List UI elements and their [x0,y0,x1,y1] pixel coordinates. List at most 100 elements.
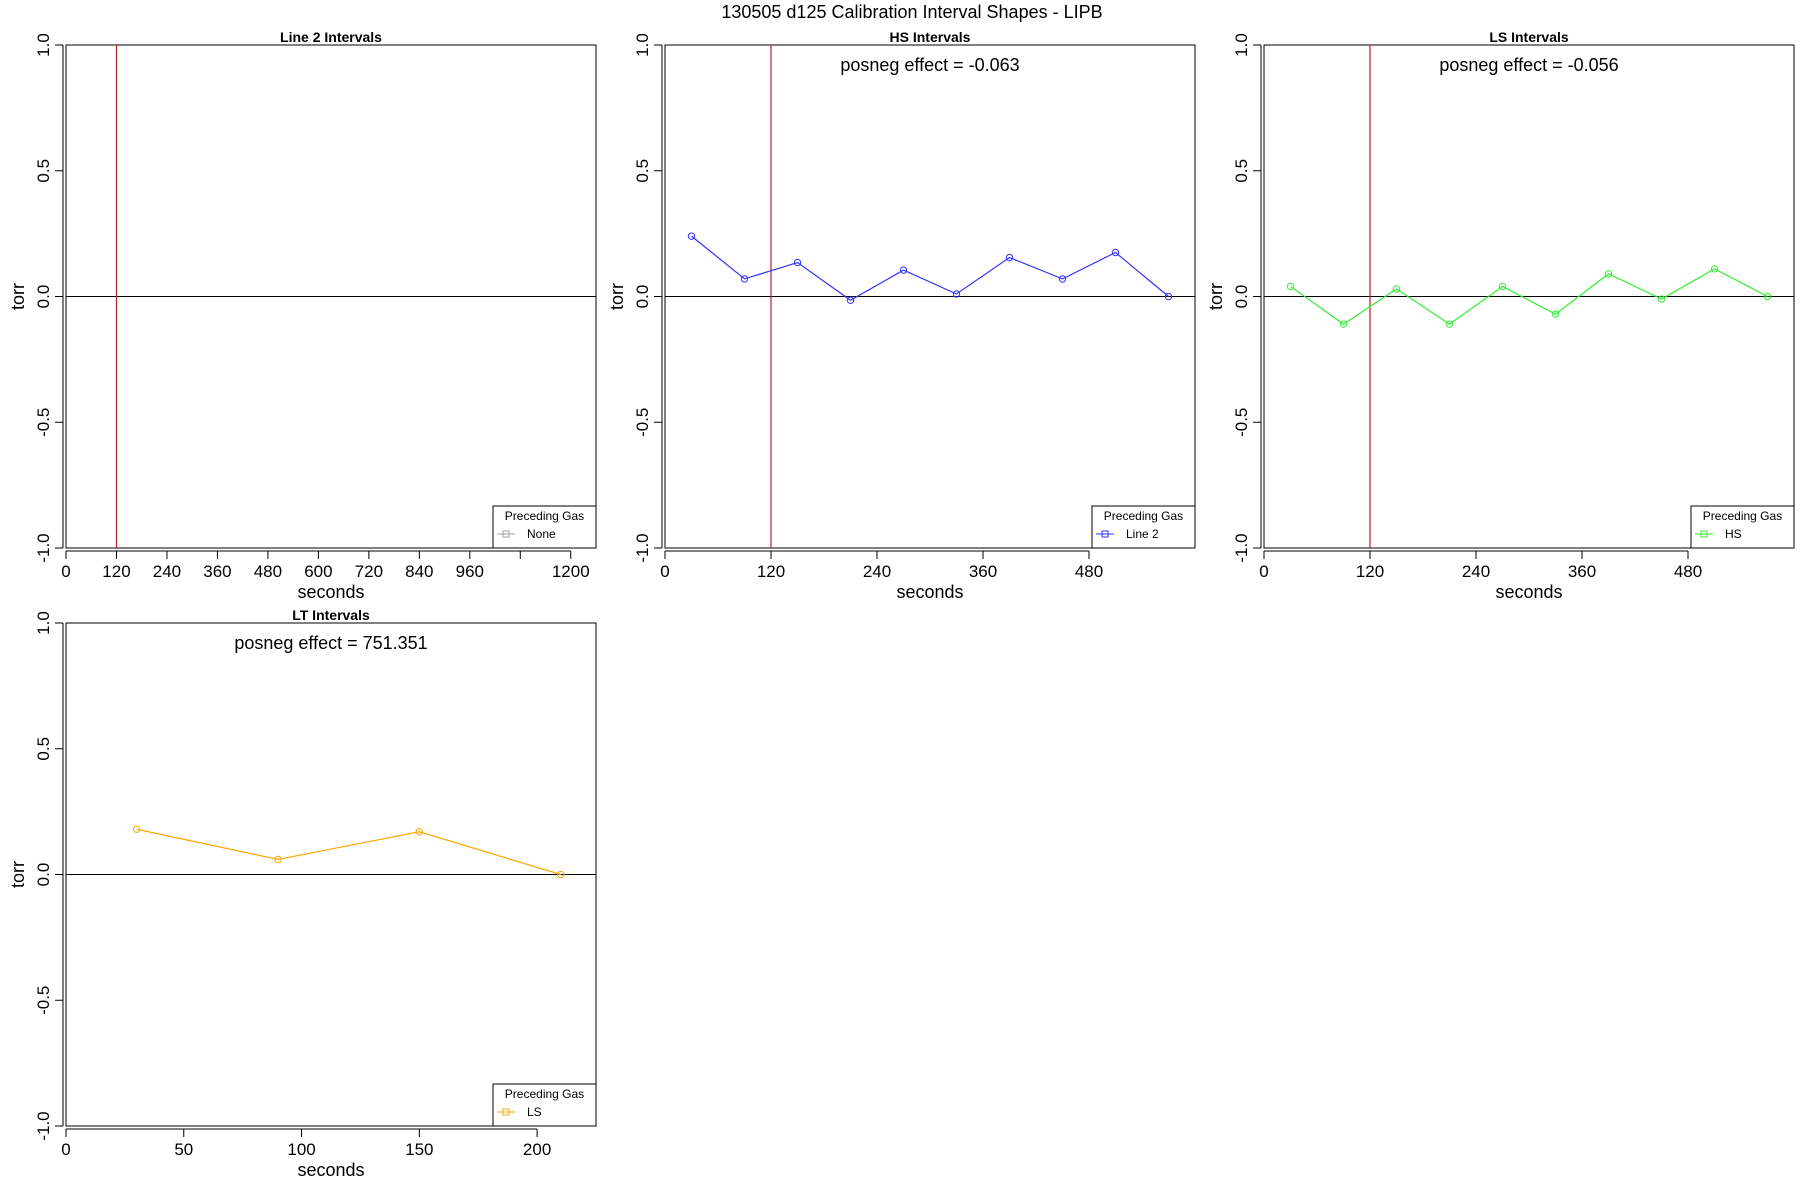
x-tick-label: 120 [757,562,785,581]
y-tick-label: 0.5 [633,159,652,183]
legend-swatch-marker [1700,530,1708,538]
data-point [132,825,141,833]
chart-panel-3: LS Intervals posneg effect = -0.056 0 120 24… [1206,29,1795,602]
data-point [1604,270,1613,278]
data-point [1657,295,1666,303]
x-axis-label: seconds [896,582,963,602]
legend-swatch-marker [502,1108,510,1116]
data-point [1551,310,1560,318]
x-tick-label: 960 [456,562,484,581]
legend-label: None [527,527,556,541]
y-tick-label: -0.5 [1232,408,1251,437]
y-axis-label: torr [8,861,28,888]
x-axis-label: seconds [297,582,364,602]
legend-title: Preceding Gas [1104,509,1183,523]
x-tick-label: 360 [203,562,231,581]
legend-title: Preceding Gas [505,1087,584,1101]
legend: Preceding Gas LS [492,1083,597,1127]
y-tick-label: 1.0 [1232,33,1251,57]
y-tick-label: 1.0 [34,33,53,57]
legend-title: Preceding Gas [1703,509,1782,523]
data-point [899,266,908,274]
data-point [846,296,855,304]
data-point [1498,282,1507,291]
figure-title: 130505 d125 Calibration Interval Shapes … [721,2,1102,22]
data-point [1286,282,1295,291]
series-line [691,235,1169,301]
x-tick-label: 100 [287,1140,315,1159]
y-tick-label: 0.5 [34,737,53,761]
y-axis-label: torr [8,283,28,310]
x-tick-label: 240 [1462,562,1490,581]
y-tick-label: 1.0 [633,33,652,57]
data-point [1710,265,1719,273]
legend-title: Preceding Gas [505,509,584,523]
x-tick-label: 840 [405,562,433,581]
data-point [1164,292,1173,301]
panel-title: LT Intervals [292,607,370,623]
data-point [556,870,565,879]
x-tick-label: 1200 [552,562,590,581]
panel-title: Line 2 Intervals [280,29,382,45]
data-point [415,828,424,836]
data-point [1763,292,1772,301]
y-tick-label: -0.5 [34,986,53,1015]
legend-box [492,1083,597,1127]
y-tick-label: 0.0 [1232,285,1251,309]
x-tick-label: 0 [660,562,669,581]
x-tick-label: 600 [304,562,332,581]
y-tick-label: -0.5 [633,408,652,437]
x-tick-label: 50 [174,1140,193,1159]
x-tick-label: 360 [969,562,997,581]
chart-panel-4: LT Intervals posneg effect = 751.351 0 50 10… [8,607,597,1180]
y-tick-label: -1.0 [633,533,652,562]
y-tick-label: 0.5 [34,159,53,183]
data-point [1005,253,1014,262]
x-tick-label: 0 [61,562,70,581]
legend-box [1091,505,1196,549]
y-tick-label: 0.0 [34,285,53,309]
chart-panels: Line 2 Intervals 0 120 240 360 480 600 720 840 96… [8,29,1795,1180]
posneg-annotation: posneg effect = -0.056 [1439,55,1618,75]
data-point [687,232,696,240]
chart-panel-1: Line 2 Intervals 0 120 240 360 480 600 720 840 96… [8,29,597,602]
legend: Preceding Gas Line 2 [1091,505,1196,549]
legend-box [492,505,597,549]
data-point [952,290,961,298]
y-tick-label: 0.0 [633,285,652,309]
y-tick-label: -1.0 [34,1111,53,1140]
x-tick-label: 0 [61,1140,70,1159]
x-tick-label: 150 [405,1140,433,1159]
data-point [793,258,802,267]
posneg-annotation: posneg effect = -0.063 [840,55,1019,75]
chart-panel-2: HS Intervals posneg effect = -0.063 0 120 24… [607,29,1196,602]
panel-title: HS Intervals [890,29,971,45]
legend-label: HS [1725,527,1742,541]
data-point [1339,320,1348,328]
x-tick-label: 240 [863,562,891,581]
data-point [1445,320,1454,328]
data-point [274,855,282,864]
x-axis-label: seconds [297,1160,364,1180]
x-axis-label: seconds [1495,582,1562,602]
x-tick-label: 480 [1674,562,1702,581]
x-tick-label: 360 [1568,562,1596,581]
x-tick-label: 720 [355,562,383,581]
series-line [136,828,561,876]
legend-label: Line 2 [1126,527,1159,541]
legend-label: LS [527,1105,542,1119]
legend: Preceding Gas None [492,505,597,549]
x-tick-label: 480 [1075,562,1103,581]
y-tick-label: 0.5 [1232,159,1251,183]
y-axis-label: torr [607,283,627,310]
x-tick-label: 200 [523,1140,551,1159]
data-point [1058,275,1067,283]
legend-swatch-marker [1101,530,1109,538]
panel-title: LS Intervals [1489,29,1569,45]
legend-box [1690,505,1795,549]
x-tick-label: 120 [1356,562,1384,581]
x-tick-label: 0 [1259,562,1268,581]
data-point [740,275,749,283]
data-point [1111,248,1120,257]
